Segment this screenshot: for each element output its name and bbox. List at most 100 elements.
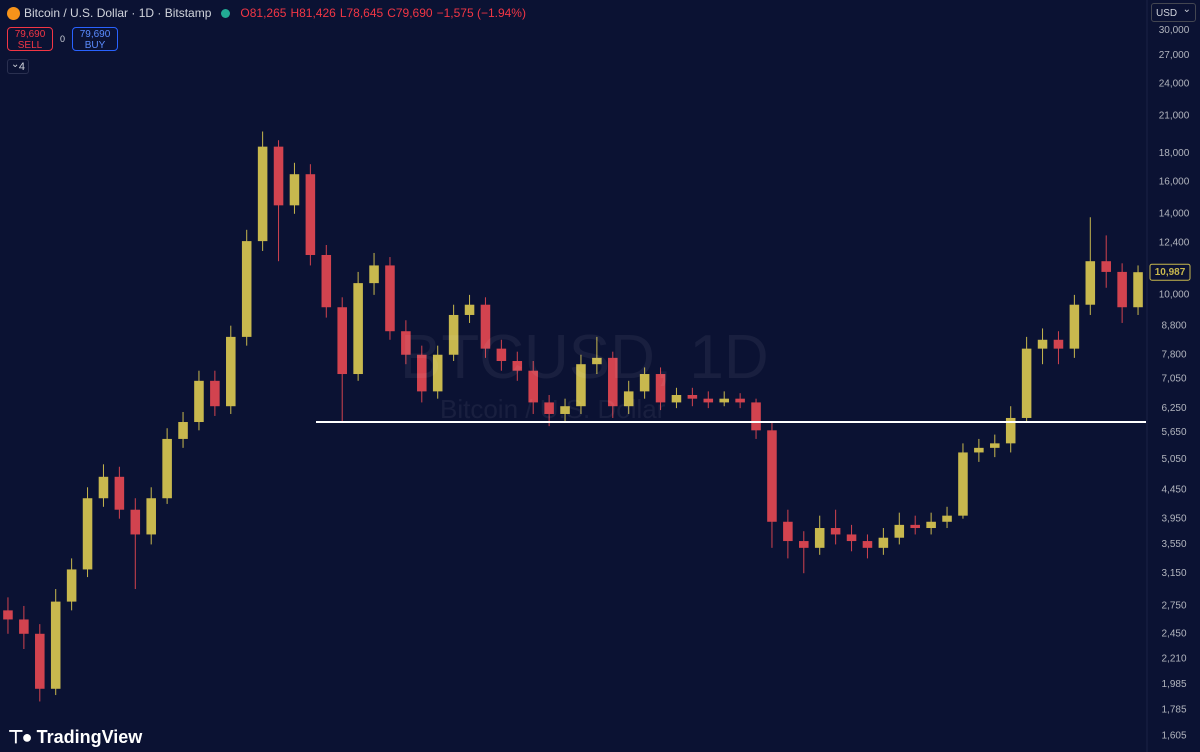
branding[interactable]: ⊤● TradingView	[8, 727, 142, 748]
candle-body	[401, 331, 411, 355]
candle-body	[448, 314, 459, 355]
candle-body	[1005, 417, 1016, 444]
y-tick-label: 1,605	[1161, 730, 1186, 741]
candle-body	[210, 380, 220, 407]
candle-body	[337, 307, 347, 375]
candle-body	[560, 406, 570, 414]
last-price-label: 10,987	[1155, 267, 1186, 278]
y-tick-label: 3,950	[1161, 513, 1186, 524]
candle-body	[496, 348, 507, 362]
sell-label: SELL	[17, 40, 43, 51]
y-tick-label: 7,050	[1161, 374, 1186, 385]
y-tick-label: 16,000	[1159, 176, 1190, 187]
candle-body	[846, 534, 857, 542]
candle-body	[990, 443, 1000, 448]
candle-body	[1117, 271, 1127, 308]
candle-body	[385, 265, 395, 332]
candle-body	[417, 354, 427, 392]
candle-body	[1053, 339, 1064, 349]
candle-body	[257, 146, 268, 242]
candle-body	[719, 398, 729, 403]
candle-body	[82, 498, 93, 570]
candle-body	[1133, 272, 1143, 308]
candle-body	[480, 304, 491, 349]
candle-body	[1069, 304, 1080, 349]
candle-body	[926, 521, 936, 529]
y-tick-label: 4,450	[1161, 485, 1186, 496]
candle-body	[767, 430, 777, 522]
low-value: L78,645	[339, 6, 384, 20]
y-tick-label: 5,650	[1161, 427, 1186, 438]
candle-body	[1037, 339, 1048, 349]
candle-body	[592, 357, 602, 365]
y-tick-label: 2,210	[1161, 653, 1186, 664]
candle-body	[655, 374, 666, 403]
sell-button[interactable]: 79,690 SELL	[7, 27, 53, 51]
candle-body	[687, 394, 698, 399]
candle-body	[878, 537, 889, 548]
y-tick-label: 5,050	[1161, 454, 1186, 465]
candle-body	[353, 283, 363, 375]
candle-body	[814, 528, 825, 548]
candle-body	[432, 354, 443, 392]
candle-body	[146, 498, 156, 535]
logo-mark: ⊤●	[8, 727, 33, 747]
candle-body	[66, 569, 77, 602]
buy-label: BUY	[84, 40, 106, 51]
market-status	[221, 8, 231, 18]
candle-body	[974, 447, 984, 453]
y-tick-label: 10,000	[1159, 290, 1190, 301]
spread: 0	[60, 34, 66, 44]
candle-body	[703, 398, 714, 403]
candle-body	[639, 374, 650, 392]
y-tick-label: 7,800	[1161, 349, 1186, 360]
indicators-toggle[interactable]: 4	[7, 57, 29, 74]
candle-body	[751, 402, 761, 431]
open-value: O81,265	[240, 6, 287, 20]
symbol-icon	[7, 6, 20, 20]
y-tick-label: 24,000	[1159, 79, 1190, 90]
candle-body	[608, 357, 618, 407]
candle-body	[289, 174, 300, 206]
candle-body	[19, 619, 29, 634]
candle-body	[162, 438, 172, 499]
y-tick-label: 1,985	[1161, 679, 1186, 690]
y-tick-label: 6,250	[1161, 403, 1186, 414]
buy-button[interactable]: 79,690 BUY	[72, 27, 118, 51]
candle-body	[576, 364, 586, 407]
candle-body	[321, 254, 332, 308]
y-tick-label: 2,750	[1161, 601, 1186, 612]
candle-body	[910, 524, 920, 529]
candle-body	[178, 422, 188, 439]
y-tick-label: 3,550	[1161, 539, 1186, 550]
currency-select[interactable]: USD	[1151, 0, 1196, 22]
candle-body	[958, 452, 968, 516]
candle-body	[783, 521, 793, 542]
candle-body	[241, 241, 252, 337]
buy-price: 79,690	[79, 29, 111, 40]
candle-body	[226, 336, 236, 407]
candle-body	[369, 265, 379, 284]
y-tick-label: 2,450	[1161, 628, 1186, 639]
candle-body	[671, 394, 682, 403]
candle-body	[942, 515, 952, 522]
legend-header: Bitcoin / U.S. Dollar · 1D · Bitstamp O8…	[7, 6, 526, 20]
y-tick-label: 12,400	[1159, 238, 1190, 249]
last-price-box	[1149, 263, 1191, 281]
candle-body	[862, 541, 873, 548]
candle-body	[799, 541, 809, 548]
y-tick-label: 30,000	[1159, 25, 1190, 36]
candle-body	[464, 304, 475, 315]
candle-body	[114, 476, 125, 510]
watermark-symbol: BTCUSD, 1D	[400, 323, 769, 392]
symbol-title[interactable]: Bitcoin / U.S. Dollar · 1D · Bitstamp	[24, 6, 212, 20]
y-tick-label: 18,000	[1159, 148, 1190, 159]
close-value: C79,690	[387, 6, 433, 20]
candle-body	[130, 509, 141, 535]
candle-body	[194, 380, 204, 423]
high-value: H81,426	[290, 6, 336, 20]
candle-body	[1101, 261, 1111, 272]
y-tick-label: 21,000	[1159, 111, 1190, 122]
